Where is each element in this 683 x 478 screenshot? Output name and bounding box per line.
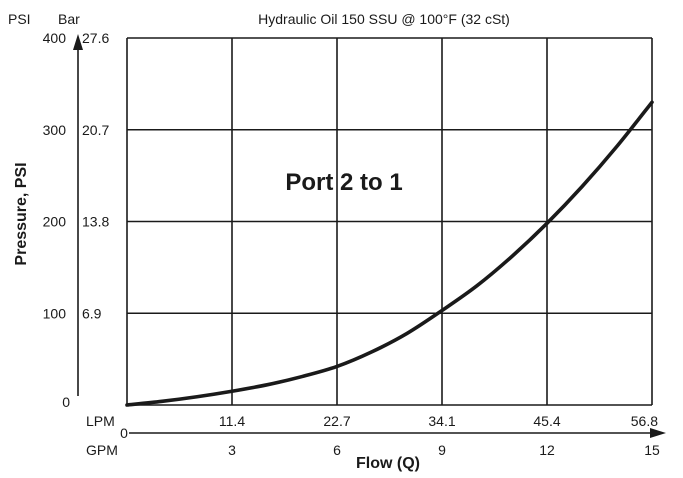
y-tick-label-psi: 0 (62, 394, 70, 410)
x-tick-label-gpm: 3 (228, 442, 236, 458)
y-tick-label-psi: 400 (43, 30, 67, 46)
x-tick-label-gpm: 6 (333, 442, 341, 458)
y-tick-label-psi: 300 (43, 122, 67, 138)
x-tick-label-lpm: 11.4 (219, 413, 245, 429)
x-unit-secondary-label: GPM (86, 442, 118, 458)
y-axis-title: Pressure, PSI (13, 162, 30, 265)
y-tick-label-bar: 20.7 (82, 122, 109, 138)
y-tick-label-bar: 27.6 (82, 30, 109, 46)
tick-layer: 400 300 200 100 0 27.6 20.7 13.8 6.9 11.4 22.7 34.1… (43, 30, 660, 458)
y-tick-label-psi: 200 (43, 214, 67, 230)
y-unit-primary-label: PSI (8, 11, 31, 27)
y-tick-label-bar: 13.8 (82, 214, 109, 230)
y-axis-arrowhead (73, 34, 83, 50)
x-tick-label-gpm: 0 (120, 425, 128, 441)
plot-annotation: Port 2 to 1 (285, 169, 402, 196)
chart-subtitle: Hydraulic Oil 150 SSU @ 100°F (32 cSt) (258, 11, 510, 27)
x-unit-primary-label: LPM (86, 413, 115, 429)
grid-layer (126, 37, 653, 406)
series-layer (125, 100, 654, 407)
x-tick-label-gpm: 12 (539, 442, 555, 458)
axes-layer (73, 34, 666, 438)
series-line-port-2-to-1 (125, 100, 654, 407)
x-axis-title: Flow (Q) (356, 455, 420, 472)
x-tick-label-gpm: 15 (644, 442, 660, 458)
x-tick-label-lpm: 45.4 (533, 413, 560, 429)
x-tick-label-lpm: 34.1 (428, 413, 455, 429)
x-tick-label-gpm: 9 (438, 442, 446, 458)
y-unit-secondary-label: Bar (58, 11, 80, 27)
y-tick-label-bar: 6.9 (82, 305, 102, 321)
x-tick-label-lpm: 56.8 (631, 413, 658, 429)
x-axis-arrowhead (650, 428, 666, 438)
x-tick-label-lpm: 22.7 (323, 413, 350, 429)
y-tick-label-psi: 100 (43, 305, 67, 321)
